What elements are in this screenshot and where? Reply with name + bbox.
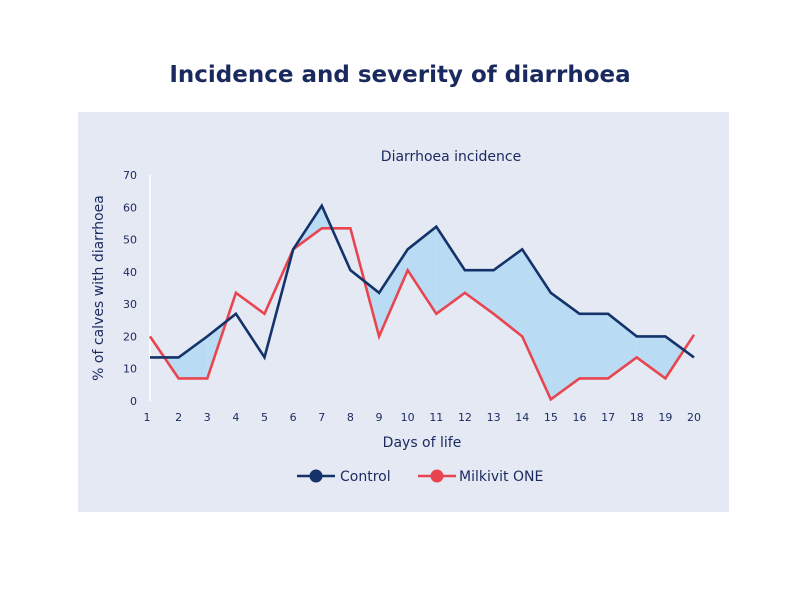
- legend-marker: [309, 469, 323, 483]
- legend-marker: [430, 469, 444, 483]
- chart-panel: [78, 112, 729, 512]
- y-axis-label: % of calves with diarrhoea: [91, 195, 107, 381]
- y-tick-label: 70: [123, 169, 137, 182]
- series-line-milkivit-one: [148, 227, 696, 402]
- x-axis-label: Days of life: [383, 435, 462, 451]
- shaded-gap-area: [579, 313, 609, 379]
- chart-title: Diarrhoea incidence: [381, 149, 521, 165]
- x-tick-label: 10: [401, 411, 415, 424]
- shaded-gap-area: [464, 270, 494, 314]
- shaded-gap-area: [379, 249, 408, 337]
- shaded-gap-area: [407, 226, 437, 314]
- x-tick-label: 8: [347, 411, 354, 424]
- y-tick-label: 50: [123, 234, 137, 247]
- x-tick-label: 5: [261, 411, 268, 424]
- x-tick-label: 14: [515, 411, 529, 424]
- x-tick-label: 11: [429, 411, 443, 424]
- y-tick-label: 20: [123, 330, 137, 343]
- legend-item-milkivit-one: Milkivit ONE: [459, 469, 543, 485]
- x-tick-label: 12: [458, 411, 472, 424]
- x-tick-label: 16: [572, 411, 586, 424]
- shaded-gap-area: [178, 336, 208, 379]
- shaded-gap-area: [636, 336, 666, 379]
- x-tick-label: 17: [601, 411, 615, 424]
- x-tick-label: 7: [318, 411, 325, 424]
- y-tick-label: 10: [123, 363, 137, 376]
- legend: Control Milkivit ONE: [297, 469, 543, 485]
- shaded-gap-area: [493, 249, 523, 337]
- x-tick-label: 6: [290, 411, 297, 424]
- y-tick-label: 30: [123, 298, 137, 311]
- x-tick-label: 19: [658, 411, 672, 424]
- x-tick-label: 2: [175, 411, 182, 424]
- y-tick-label: 0: [130, 395, 137, 408]
- x-tick-label: 13: [487, 411, 501, 424]
- page-title: Incidence and severity of diarrhoea: [169, 62, 631, 88]
- y-tick-label: 40: [123, 266, 137, 279]
- series-line-control: [150, 202, 695, 361]
- y-tick-label: 60: [123, 201, 137, 214]
- x-tick-label: 18: [630, 411, 644, 424]
- legend-item-control: Control: [340, 469, 391, 485]
- x-tick-label: 9: [376, 411, 383, 424]
- x-tick-label: 1: [144, 411, 151, 424]
- x-tick-label: 20: [687, 411, 701, 424]
- x-tick-label: 3: [204, 411, 211, 424]
- x-tick-label: 4: [232, 411, 239, 424]
- x-tick-label: 15: [544, 411, 558, 424]
- shaded-gap-area: [522, 249, 551, 400]
- shaded-gap-area: [550, 292, 580, 400]
- shaded-gap-area: [436, 226, 465, 314]
